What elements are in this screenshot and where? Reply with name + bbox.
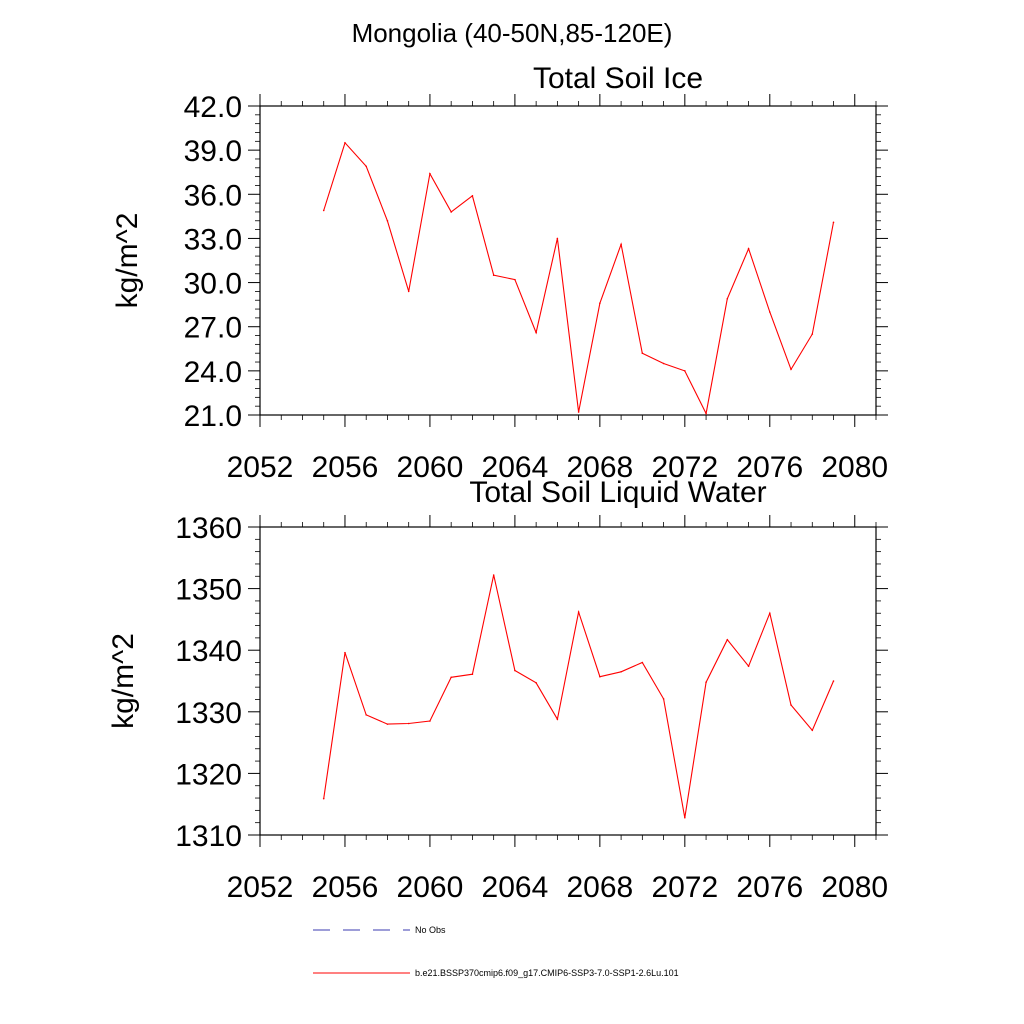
data-point bbox=[429, 720, 431, 722]
data-point bbox=[471, 194, 474, 197]
figure-title: Mongolia (40-50N,85-120E) bbox=[352, 18, 673, 48]
data-point bbox=[535, 331, 537, 334]
data-point bbox=[407, 722, 410, 725]
data-point bbox=[832, 680, 835, 682]
y-tick-label: 1350 bbox=[175, 574, 242, 607]
data-point bbox=[450, 676, 452, 679]
legend-label-no-obs: No Obs bbox=[415, 925, 446, 935]
y-axis-label: kg/m^2 bbox=[107, 633, 140, 729]
data-point bbox=[492, 574, 495, 576]
data-point bbox=[386, 219, 389, 222]
y-tick-label: 1320 bbox=[175, 758, 242, 791]
data-point bbox=[684, 816, 686, 819]
data-point bbox=[747, 247, 750, 250]
x-tick-label: 2080 bbox=[821, 871, 888, 904]
chart-title: Total Soil Ice bbox=[533, 62, 703, 95]
chart-panels: Total Soil Ice 2052 2056 2060 2064 2068 2072 20… bbox=[107, 62, 888, 904]
y-tick-label: 1310 bbox=[175, 820, 242, 853]
x-tick-label: 2076 bbox=[736, 451, 803, 484]
data-point bbox=[492, 274, 495, 277]
x-tick-label: 2064 bbox=[482, 871, 549, 904]
data-point bbox=[556, 237, 559, 240]
data-point bbox=[322, 209, 325, 212]
data-point bbox=[662, 362, 665, 365]
data-point bbox=[641, 661, 644, 664]
data-point bbox=[811, 333, 814, 335]
data-point bbox=[768, 612, 771, 615]
x-tick-label: 2076 bbox=[736, 871, 803, 904]
x-tick-label: 2060 bbox=[397, 871, 464, 904]
y-tick-label: 36.0 bbox=[184, 179, 242, 212]
data-point bbox=[577, 411, 580, 413]
data-point bbox=[556, 718, 559, 720]
data-point bbox=[790, 368, 792, 371]
data-point bbox=[790, 704, 792, 706]
data-point bbox=[768, 311, 771, 313]
y-tick-label: 1330 bbox=[175, 697, 242, 730]
data-point bbox=[514, 669, 516, 672]
chart-title: Total Soil Liquid Water bbox=[469, 476, 766, 509]
x-tick-label: 2080 bbox=[821, 451, 888, 484]
data-point bbox=[641, 352, 644, 355]
data-point bbox=[514, 278, 516, 281]
x-tick-label: 2056 bbox=[312, 871, 379, 904]
data-point bbox=[811, 729, 814, 732]
data-point bbox=[577, 611, 580, 613]
y-tick-label: 21.0 bbox=[184, 400, 242, 433]
series-line-1 bbox=[323, 141, 835, 416]
y-tick-label: 24.0 bbox=[184, 356, 242, 389]
data-point bbox=[344, 651, 346, 654]
x-tick-label: 2068 bbox=[566, 451, 633, 484]
data-point bbox=[535, 682, 537, 684]
data-point bbox=[471, 673, 474, 676]
data-point bbox=[726, 297, 729, 300]
plot-frame bbox=[259, 526, 877, 836]
legend: No Obs b.e21.BSSP370cmip6.f09_g17.CMIP6-… bbox=[313, 925, 679, 978]
x-tick-label: 2064 bbox=[482, 451, 549, 484]
y-tick-label: 27.0 bbox=[184, 312, 242, 345]
x-tick-label: 2056 bbox=[312, 451, 379, 484]
data-point bbox=[429, 172, 431, 175]
data-point bbox=[344, 141, 346, 144]
data-point bbox=[599, 302, 601, 304]
data-point bbox=[322, 797, 325, 800]
data-point bbox=[747, 665, 750, 668]
data-point bbox=[726, 638, 729, 641]
plot-frame bbox=[259, 105, 877, 416]
y-tick-label: 33.0 bbox=[184, 223, 242, 256]
data-point bbox=[450, 211, 452, 213]
data-point bbox=[684, 370, 686, 372]
x-tick-label: 2072 bbox=[651, 871, 718, 904]
x-tick-label: 2072 bbox=[651, 451, 718, 484]
data-point bbox=[386, 723, 389, 725]
data-point bbox=[365, 165, 368, 168]
data-point bbox=[705, 681, 707, 684]
chart-panel-1: Total Soil Ice 2052 2056 2060 2064 2068 2072 20… bbox=[111, 62, 888, 484]
y-tick-label: 1360 bbox=[175, 512, 242, 545]
data-point bbox=[599, 675, 601, 678]
data-point bbox=[705, 412, 707, 415]
y-tick-label: 1340 bbox=[175, 635, 242, 668]
y-tick-label: 42.0 bbox=[184, 91, 242, 124]
y-tick-label: 30.0 bbox=[184, 268, 242, 301]
x-tick-label: 2052 bbox=[227, 451, 294, 484]
x-tick-label: 2052 bbox=[227, 871, 294, 904]
y-axis-label: kg/m^2 bbox=[111, 213, 144, 309]
x-tick-label: 2060 bbox=[397, 451, 464, 484]
data-point bbox=[620, 670, 622, 673]
chart-panel-2: Total Soil Liquid Water 2052 2056 2060 2064 2… bbox=[107, 476, 888, 904]
data-point bbox=[620, 243, 622, 246]
data-point bbox=[407, 290, 410, 293]
legend-label-model: b.e21.BSSP370cmip6.f09_g17.CMIP6-SSP3-7.… bbox=[415, 968, 679, 978]
data-point bbox=[365, 714, 368, 716]
x-tick-label: 2068 bbox=[566, 871, 633, 904]
data-point bbox=[832, 221, 835, 224]
data-point bbox=[662, 698, 665, 700]
y-tick-label: 39.0 bbox=[184, 135, 242, 168]
